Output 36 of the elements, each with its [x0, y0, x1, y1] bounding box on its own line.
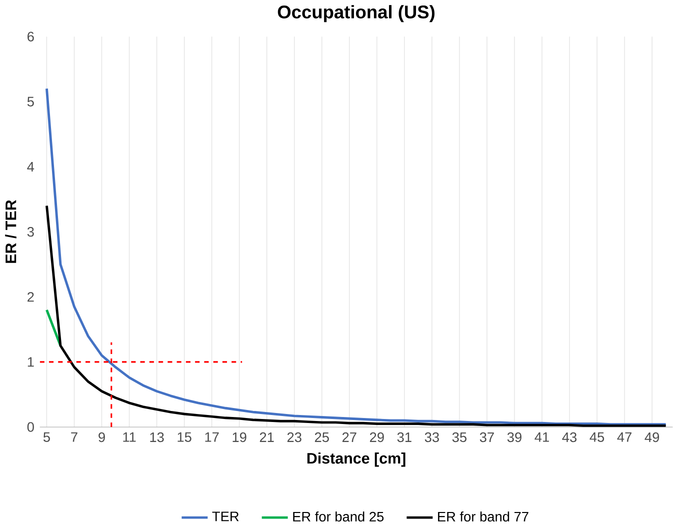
y-tick-label: 2: [28, 292, 34, 302]
y-tick-label: 4: [27, 162, 34, 172]
y-tick-label: 3: [27, 227, 34, 237]
x-tick-label: 45: [590, 432, 604, 442]
x-tick-label: 25: [314, 432, 329, 442]
chart-title: Occupational (US): [278, 5, 434, 22]
y-tick-label: 0: [27, 422, 34, 432]
x-tick-label: 19: [232, 432, 246, 442]
y-tick-label: 5: [27, 96, 34, 107]
y-axis-title: ER / TER: [5, 200, 16, 264]
x-axis-title: Distance [cm]: [307, 452, 406, 467]
x-tick-label: 39: [507, 432, 522, 442]
x-tick-label: 11: [123, 432, 136, 442]
legend-label: TER: [212, 512, 239, 522]
x-tick-label: 29: [370, 432, 384, 442]
legend-label: ER for band 25: [293, 512, 384, 522]
x-tick-label: 5: [43, 432, 50, 442]
x-tick-label: 13: [150, 432, 164, 442]
x-tick-label: 7: [71, 432, 78, 442]
x-tick-label: 35: [452, 432, 466, 442]
x-tick-label: 23: [287, 432, 302, 442]
x-tick-label: 33: [424, 432, 439, 442]
y-tick-label: 6: [28, 32, 34, 42]
x-tick-label: 31: [397, 432, 412, 442]
x-tick-label: 27: [342, 432, 356, 442]
x-tick-label: 43: [562, 432, 577, 442]
x-tick-label: 9: [98, 432, 105, 442]
x-tick-label: 15: [178, 432, 192, 442]
x-tick-label: 49: [644, 432, 660, 442]
y-tick-label: 1: [28, 357, 34, 367]
x-tick-label: 17: [205, 432, 219, 442]
x-tick-label: 21: [260, 432, 274, 442]
legend-label: ER for band 77: [438, 512, 528, 522]
x-tick-label: 41: [534, 432, 549, 442]
x-tick-label: 37: [480, 432, 494, 442]
x-tick-label: 47: [617, 432, 632, 442]
